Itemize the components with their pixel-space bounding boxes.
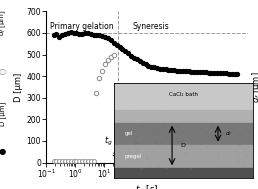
Bar xyxy=(114,168,253,178)
Text: D [μm]: D [μm] xyxy=(0,101,6,125)
Text: Primary gelation: Primary gelation xyxy=(50,22,113,31)
Text: gel: gel xyxy=(125,131,133,136)
Y-axis label: D [μm]: D [μm] xyxy=(14,72,23,101)
Bar xyxy=(114,83,253,110)
Text: Syneresis: Syneresis xyxy=(133,22,170,31)
Y-axis label: $d_f$ [μm]: $d_f$ [μm] xyxy=(251,71,258,103)
Text: $d_f$ [μm]: $d_f$ [μm] xyxy=(0,9,8,36)
Text: $t_g$: $t_g$ xyxy=(104,135,116,157)
Text: CaCl₂ bath: CaCl₂ bath xyxy=(169,92,198,97)
Text: $d_f$: $d_f$ xyxy=(225,129,232,138)
Bar xyxy=(114,145,253,168)
Text: pregel: pregel xyxy=(125,154,142,159)
Bar xyxy=(114,110,253,123)
Text: ○: ○ xyxy=(0,67,6,76)
Text: ●: ● xyxy=(0,147,6,156)
X-axis label: $t_1$ [s]: $t_1$ [s] xyxy=(135,183,159,189)
Bar xyxy=(114,123,253,145)
Text: D: D xyxy=(180,143,185,148)
